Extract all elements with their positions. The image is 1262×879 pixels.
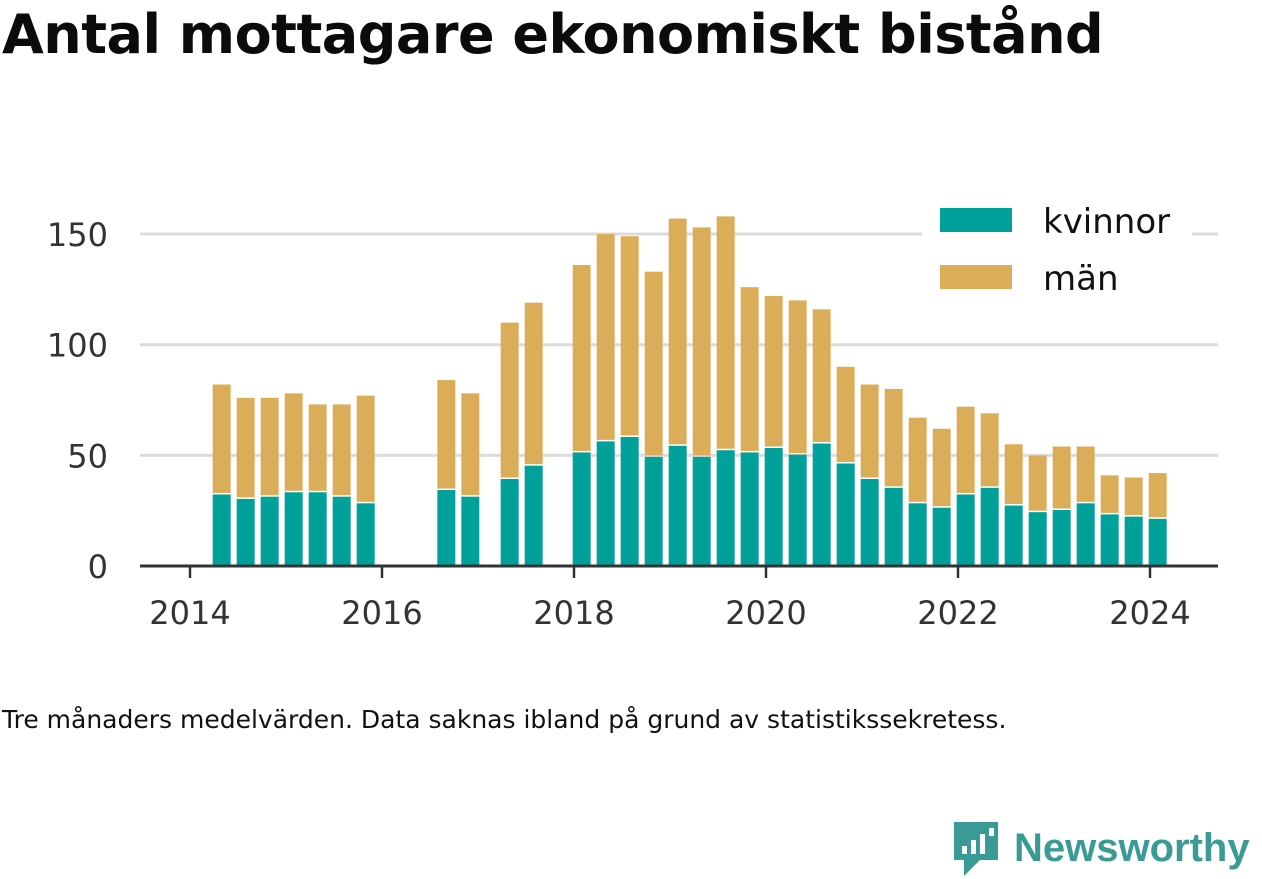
bar-segment-kvinnor bbox=[260, 496, 279, 566]
bar-segment-kvinnor bbox=[812, 443, 831, 566]
bar-segment-kvinnor bbox=[1052, 509, 1071, 566]
bar-segment-kvinnor bbox=[956, 494, 975, 566]
bar-segment-män bbox=[284, 393, 303, 491]
bar-segment-kvinnor bbox=[1028, 512, 1047, 566]
bar-segment-kvinnor bbox=[932, 507, 951, 566]
bar-segment-kvinnor bbox=[668, 445, 687, 566]
bar-segment-kvinnor bbox=[1148, 518, 1167, 566]
bar-segment-kvinnor bbox=[332, 496, 351, 566]
bars bbox=[212, 216, 1167, 566]
bar-segment-kvinnor bbox=[461, 496, 480, 566]
bar-segment-män bbox=[308, 404, 327, 491]
y-axis-ticks: 0 50 100 150 bbox=[47, 216, 108, 586]
stacked-bar-chart: 0 50 100 150 2014 2016 2018 2020 2022 2024 kvinn… bbox=[46, 190, 1218, 632]
bar-segment-kvinnor bbox=[716, 450, 735, 566]
bar-segment-kvinnor bbox=[788, 454, 807, 566]
bar-segment-män bbox=[740, 287, 759, 451]
bar-segment-män bbox=[437, 380, 456, 489]
bar-segment-kvinnor bbox=[356, 503, 375, 566]
bar-segment-män bbox=[1076, 446, 1095, 502]
x-tick-label: 2020 bbox=[725, 594, 806, 632]
bar-segment-män bbox=[908, 417, 927, 502]
bar-segment-kvinnor bbox=[980, 487, 999, 566]
bar-segment-kvinnor bbox=[1004, 505, 1023, 566]
legend-swatch-män bbox=[940, 265, 1012, 289]
bar-segment-kvinnor bbox=[284, 492, 303, 566]
bar-segment-kvinnor bbox=[764, 447, 783, 566]
bar-segment-kvinnor bbox=[524, 465, 543, 566]
bar-segment-män bbox=[1148, 473, 1167, 518]
bar-segment-män bbox=[860, 384, 879, 478]
newsworthy-logo-icon bbox=[954, 822, 998, 876]
bar-segment-män bbox=[692, 227, 711, 456]
bar-segment-män bbox=[1100, 475, 1119, 513]
bar-segment-män bbox=[1052, 446, 1071, 509]
bar-segment-män bbox=[884, 388, 903, 487]
bar-segment-män bbox=[620, 236, 639, 436]
x-tick-label: 2024 bbox=[1109, 594, 1190, 632]
bar-segment-män bbox=[356, 395, 375, 502]
y-tick-label: 150 bbox=[47, 216, 108, 254]
y-tick-label: 100 bbox=[47, 327, 108, 365]
y-tick-label: 50 bbox=[67, 437, 108, 475]
bar-segment-män bbox=[332, 404, 351, 496]
bar-segment-män bbox=[212, 384, 231, 493]
bar-segment-kvinnor bbox=[437, 490, 456, 566]
x-tick-label: 2022 bbox=[917, 594, 998, 632]
bar-segment-män bbox=[644, 271, 663, 456]
bar-segment-män bbox=[524, 302, 543, 465]
bar-segment-män bbox=[596, 234, 615, 440]
brand-name: Newsworthy bbox=[1014, 825, 1250, 870]
bar-segment-kvinnor bbox=[572, 452, 591, 566]
bar-segment-män bbox=[461, 393, 480, 496]
bar-segment-kvinnor bbox=[308, 492, 327, 566]
bar-segment-kvinnor bbox=[596, 441, 615, 566]
bar-segment-män bbox=[236, 397, 255, 498]
bar-segment-män bbox=[812, 309, 831, 443]
bar-segment-män bbox=[836, 366, 855, 462]
bar-segment-kvinnor bbox=[692, 456, 711, 566]
newsworthy-brand: Newsworthy bbox=[950, 818, 1250, 878]
bar-segment-män bbox=[716, 216, 735, 449]
x-tick-label: 2016 bbox=[341, 594, 422, 632]
legend-swatch-kvinnor bbox=[940, 208, 1012, 232]
x-axis-ticks: 2014 2016 2018 2020 2022 2024 bbox=[149, 566, 1191, 632]
bar-segment-kvinnor bbox=[644, 456, 663, 566]
bar-segment-kvinnor bbox=[908, 503, 927, 566]
bar-segment-män bbox=[668, 218, 687, 445]
bar-segment-män bbox=[260, 397, 279, 496]
x-tick-label: 2014 bbox=[149, 594, 230, 632]
bar-segment-kvinnor bbox=[740, 452, 759, 566]
bar-segment-män bbox=[1004, 444, 1023, 505]
bar-segment-män bbox=[572, 265, 591, 451]
bar-segment-män bbox=[788, 300, 807, 454]
bar-segment-kvinnor bbox=[212, 494, 231, 566]
bar-segment-kvinnor bbox=[1124, 516, 1143, 566]
bar-segment-kvinnor bbox=[620, 436, 639, 566]
bar-segment-kvinnor bbox=[236, 498, 255, 566]
bar-segment-kvinnor bbox=[500, 478, 519, 566]
bar-segment-män bbox=[1124, 477, 1143, 516]
bar-segment-kvinnor bbox=[1076, 503, 1095, 566]
bar-segment-kvinnor bbox=[1100, 514, 1119, 566]
y-tick-label: 0 bbox=[88, 548, 108, 586]
bar-segment-kvinnor bbox=[884, 487, 903, 566]
bar-segment-män bbox=[1028, 455, 1047, 511]
legend-label-män: män bbox=[1043, 259, 1119, 299]
bar-segment-kvinnor bbox=[836, 463, 855, 566]
bar-segment-män bbox=[764, 296, 783, 447]
bar-segment-kvinnor bbox=[860, 478, 879, 566]
legend: kvinnor män bbox=[922, 190, 1192, 310]
legend-label-kvinnor: kvinnor bbox=[1043, 202, 1170, 242]
x-tick-label: 2018 bbox=[533, 594, 614, 632]
chart-footnote: Tre månaders medelvärden. Data saknas ib… bbox=[2, 705, 1007, 734]
bar-segment-män bbox=[980, 413, 999, 487]
bar-segment-män bbox=[500, 322, 519, 478]
bar-segment-män bbox=[956, 406, 975, 493]
chart-title: Antal mottagare ekonomiskt bistånd bbox=[2, 3, 1104, 66]
bar-segment-män bbox=[932, 428, 951, 507]
